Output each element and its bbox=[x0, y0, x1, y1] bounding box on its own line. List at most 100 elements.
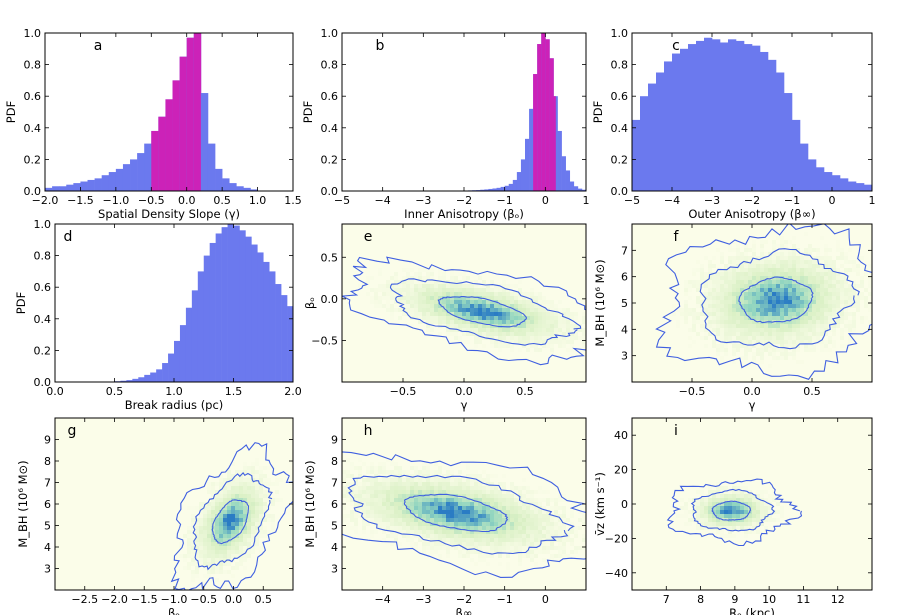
density-cell bbox=[227, 498, 231, 502]
density-cell bbox=[740, 494, 744, 498]
density-cell bbox=[215, 566, 219, 570]
density-cell bbox=[550, 518, 554, 522]
density-cell bbox=[466, 316, 470, 320]
density-cell bbox=[442, 526, 446, 530]
density-cell bbox=[736, 348, 740, 352]
density-cell bbox=[422, 514, 426, 518]
density-cell bbox=[748, 494, 752, 498]
density-cell bbox=[780, 264, 784, 268]
density-cell bbox=[438, 312, 442, 316]
density-cell bbox=[247, 470, 251, 474]
density-cell bbox=[358, 458, 362, 462]
density-cell bbox=[756, 304, 760, 308]
density-cell bbox=[776, 264, 780, 268]
density-cell bbox=[546, 562, 550, 566]
density-cell bbox=[732, 312, 736, 316]
density-cell bbox=[498, 514, 502, 518]
density-cell bbox=[808, 320, 812, 324]
density-cell bbox=[736, 268, 740, 272]
density-cell bbox=[466, 308, 470, 312]
density-cell bbox=[434, 518, 438, 522]
density-cell bbox=[426, 510, 430, 514]
density-cell bbox=[836, 244, 840, 248]
density-cell bbox=[239, 510, 243, 514]
density-cell bbox=[235, 550, 239, 554]
density-cell bbox=[466, 462, 470, 466]
density-cell bbox=[498, 550, 502, 554]
density-cell bbox=[836, 248, 840, 252]
density-cell bbox=[271, 498, 275, 502]
density-cell bbox=[688, 296, 692, 300]
density-cell bbox=[534, 328, 538, 332]
density-cell bbox=[708, 498, 712, 502]
density-cell bbox=[434, 490, 438, 494]
density-cell bbox=[784, 272, 788, 276]
density-cell bbox=[410, 506, 414, 510]
density-cell bbox=[828, 304, 832, 308]
density-cell bbox=[832, 312, 836, 316]
density-cell bbox=[430, 506, 434, 510]
density-cell bbox=[812, 248, 816, 252]
density-cell bbox=[696, 502, 700, 506]
density-cell bbox=[470, 328, 474, 332]
density-cell bbox=[692, 510, 696, 514]
density-cell bbox=[542, 332, 546, 336]
density-cell bbox=[764, 288, 768, 292]
density-cell bbox=[462, 506, 466, 510]
density-cell bbox=[191, 526, 195, 530]
density-cell bbox=[566, 332, 570, 336]
density-cell bbox=[279, 478, 283, 482]
density-cell bbox=[219, 474, 223, 478]
density-cell bbox=[410, 518, 414, 522]
y-tick-label: 0.4 bbox=[611, 122, 629, 135]
density-cell bbox=[808, 252, 812, 256]
y-axis-label: M_BH (10⁶ M⊙) bbox=[593, 259, 607, 346]
density-cell bbox=[462, 514, 466, 518]
density-cell bbox=[506, 510, 510, 514]
density-cell bbox=[490, 308, 494, 312]
density-cell bbox=[530, 554, 534, 558]
density-cell bbox=[243, 518, 247, 522]
density-cell bbox=[550, 304, 554, 308]
density-cell bbox=[832, 344, 836, 348]
density-cell bbox=[466, 474, 470, 478]
density-cell bbox=[223, 538, 227, 542]
density-cell bbox=[816, 312, 820, 316]
density-cell bbox=[394, 300, 398, 304]
density-cell bbox=[728, 272, 732, 276]
density-cell bbox=[414, 292, 418, 296]
density-cell bbox=[820, 308, 824, 312]
density-cell bbox=[490, 320, 494, 324]
density-cell bbox=[203, 538, 207, 542]
density-cell bbox=[378, 482, 382, 486]
density-cell bbox=[410, 308, 414, 312]
density-cell bbox=[414, 506, 418, 510]
density-cell bbox=[450, 486, 454, 490]
density-cell bbox=[207, 542, 211, 546]
density-cell bbox=[510, 502, 514, 506]
density-cell bbox=[736, 304, 740, 308]
density-cell bbox=[804, 328, 808, 332]
density-cell bbox=[772, 268, 776, 272]
density-cell bbox=[394, 502, 398, 506]
density-cell bbox=[546, 530, 550, 534]
density-cell bbox=[498, 332, 502, 336]
density-cell bbox=[824, 288, 828, 292]
x-tick-label: 0 bbox=[542, 593, 549, 606]
density-cell bbox=[350, 526, 354, 530]
density-cell bbox=[414, 466, 418, 470]
density-cell bbox=[720, 506, 724, 510]
density-cell bbox=[454, 534, 458, 538]
density-cell bbox=[542, 538, 546, 542]
density-cell bbox=[582, 332, 586, 336]
density-cell bbox=[410, 490, 414, 494]
density-cell bbox=[506, 292, 510, 296]
density-cell bbox=[390, 534, 394, 538]
histogram-bar bbox=[269, 271, 276, 382]
density-cell bbox=[744, 264, 748, 268]
density-cell bbox=[211, 486, 215, 490]
density-cell bbox=[235, 510, 239, 514]
density-cell bbox=[374, 490, 378, 494]
density-cell bbox=[434, 300, 438, 304]
density-cell bbox=[438, 542, 442, 546]
